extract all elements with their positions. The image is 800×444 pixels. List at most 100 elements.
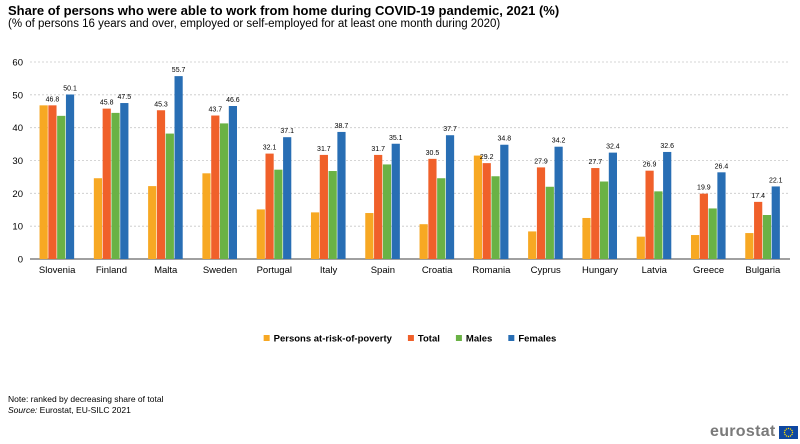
- bar: [374, 154, 383, 259]
- legend-swatch: [263, 335, 270, 341]
- source-text: Eurostat, EU-SILC 2021: [37, 405, 131, 415]
- data-label: 43.7: [208, 107, 222, 114]
- legend-swatch: [407, 335, 414, 341]
- bar: [445, 135, 455, 259]
- ranking-note: Note: ranked by decreasing share of tota…: [8, 394, 164, 404]
- bar: [491, 176, 500, 259]
- flag-star: [790, 429, 793, 431]
- bar: [708, 208, 717, 259]
- bar: [328, 171, 337, 259]
- bar: [310, 212, 320, 259]
- bar: [500, 144, 509, 259]
- bar: [482, 163, 491, 259]
- bar: [608, 152, 617, 259]
- x-tick-label: Finland: [96, 265, 127, 276]
- bar: [437, 178, 446, 259]
- bar: [536, 167, 546, 259]
- chart-title: Share of persons who were able to work f…: [8, 3, 560, 18]
- bar: [654, 191, 663, 259]
- x-tick-label: Malta: [154, 265, 178, 276]
- flag-star: [783, 433, 786, 435]
- data-label: 50.1: [63, 86, 77, 93]
- flag-star: [783, 431, 785, 433]
- bar: [699, 193, 708, 259]
- legend-label: Total: [418, 334, 440, 345]
- bar: [319, 154, 328, 259]
- legend-swatch: [455, 335, 462, 341]
- data-label: 45.3: [154, 101, 168, 108]
- y-tick-label: 30: [12, 156, 23, 167]
- flag-star: [783, 429, 786, 431]
- bar: [165, 133, 174, 259]
- x-tick-label: Romania: [472, 265, 511, 276]
- data-label: 47.5: [118, 94, 132, 101]
- bar: [174, 76, 183, 260]
- bar: [554, 146, 563, 259]
- bar: [419, 224, 428, 259]
- legend-label: Males: [466, 334, 492, 345]
- bar: [762, 215, 772, 259]
- data-label: 37.1: [280, 128, 294, 135]
- bar: [202, 173, 211, 259]
- x-tick-label: Portugal: [257, 265, 292, 276]
- data-label: 22.1: [769, 177, 783, 184]
- data-label: 26.9: [643, 162, 657, 169]
- bar: [528, 231, 537, 259]
- legend-label: Females: [518, 334, 556, 345]
- bar: [771, 186, 780, 259]
- bar: [591, 168, 600, 259]
- data-label: 30.5: [426, 150, 440, 157]
- bar: [473, 155, 483, 259]
- y-tick-label: 20: [12, 189, 23, 200]
- bar: [690, 235, 700, 259]
- x-tick-label: Bulgaria: [745, 265, 781, 276]
- legend-label: Persons at-risk-of-poverty: [274, 334, 393, 345]
- bar: [274, 169, 283, 259]
- y-tick-label: 60: [12, 58, 23, 69]
- x-tick-label: Slovenia: [39, 265, 76, 276]
- bar: [283, 137, 292, 259]
- data-label: 46.6: [226, 97, 240, 104]
- bar: [111, 112, 120, 259]
- flag-star: [787, 435, 789, 437]
- flag-star: [789, 434, 791, 437]
- bar: [382, 164, 392, 259]
- data-label: 55.7: [172, 67, 186, 74]
- data-label: 38.7: [335, 123, 349, 130]
- data-label: 34.8: [498, 136, 512, 143]
- data-label: 35.1: [389, 135, 403, 142]
- data-label: 37.7: [443, 126, 457, 133]
- x-tick-label: Greece: [693, 265, 724, 276]
- bar: [582, 217, 591, 259]
- bar: [545, 186, 554, 259]
- x-tick-label: Italy: [320, 265, 338, 276]
- bar: [745, 233, 754, 259]
- bar: [211, 115, 220, 260]
- y-tick-label: 10: [12, 222, 23, 233]
- bar: [148, 186, 157, 259]
- y-tick-label: 0: [18, 255, 23, 266]
- bar: [220, 123, 229, 260]
- data-label: 27.9: [534, 158, 548, 165]
- data-label: 32.4: [606, 144, 620, 151]
- bar: [663, 151, 672, 259]
- flag-star: [791, 431, 793, 433]
- bar: [717, 172, 726, 259]
- bar: [645, 170, 654, 259]
- bar: [265, 153, 274, 259]
- data-label: 32.1: [263, 145, 277, 152]
- data-label: 45.8: [100, 100, 114, 107]
- y-tick-label: 40: [12, 123, 23, 134]
- data-label: 31.7: [371, 146, 385, 153]
- bar: [754, 201, 763, 259]
- flag-star: [785, 434, 787, 437]
- y-tick-label: 50: [12, 90, 23, 101]
- bar: [120, 103, 129, 259]
- bar: [57, 115, 66, 259]
- legend-swatch: [508, 335, 515, 341]
- bar: [156, 110, 166, 259]
- flag-star: [790, 433, 793, 435]
- data-label: 17.4: [751, 193, 765, 200]
- source-label: Source:: [8, 405, 38, 415]
